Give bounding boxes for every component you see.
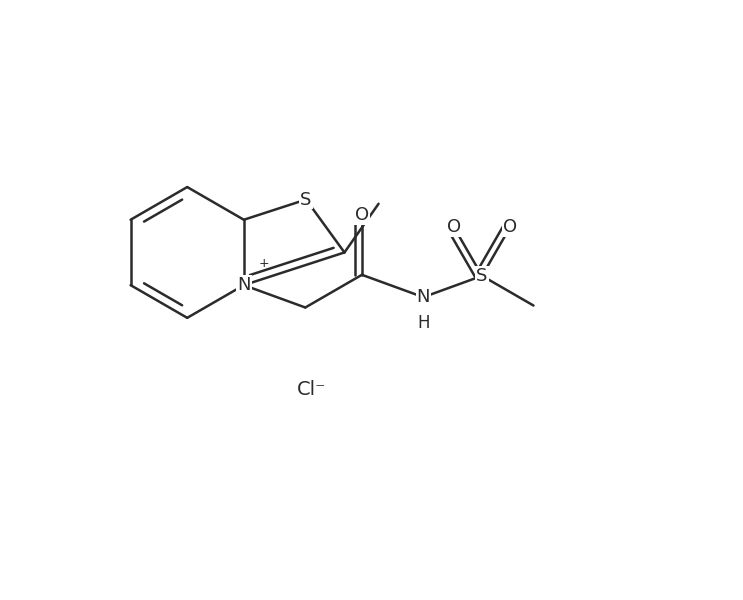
Text: O: O: [503, 218, 517, 236]
Text: S: S: [300, 191, 312, 209]
Text: Cl⁻: Cl⁻: [297, 380, 327, 398]
Text: N: N: [237, 276, 250, 294]
Text: +: +: [259, 257, 269, 270]
Text: O: O: [447, 218, 461, 236]
Text: O: O: [355, 206, 369, 224]
Text: S: S: [476, 267, 487, 285]
Text: N: N: [417, 288, 430, 306]
Text: H: H: [417, 314, 429, 332]
